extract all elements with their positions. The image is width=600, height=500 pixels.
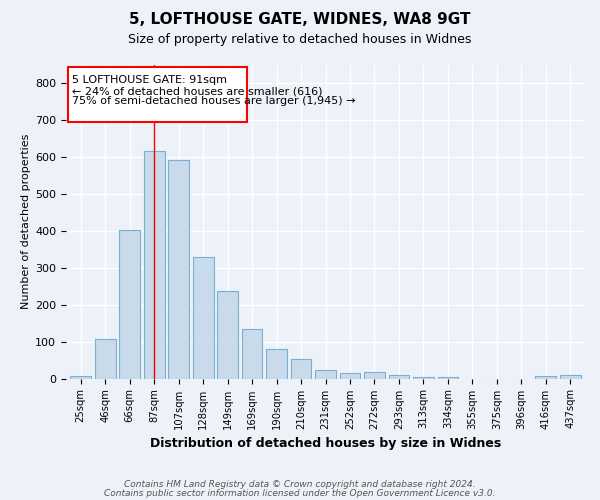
Bar — [70, 376, 91, 378]
Text: Contains HM Land Registry data © Crown copyright and database right 2024.: Contains HM Land Registry data © Crown c… — [124, 480, 476, 489]
Bar — [535, 376, 556, 378]
FancyBboxPatch shape — [68, 67, 247, 122]
X-axis label: Distribution of detached houses by size in Widnes: Distribution of detached houses by size … — [150, 437, 501, 450]
Text: Size of property relative to detached houses in Widnes: Size of property relative to detached ho… — [128, 32, 472, 46]
Y-axis label: Number of detached properties: Number of detached properties — [21, 134, 31, 310]
Bar — [290, 360, 311, 378]
Bar — [144, 152, 164, 378]
Bar — [340, 374, 361, 378]
Bar — [413, 377, 434, 378]
Bar — [217, 291, 238, 378]
Text: 5, LOFTHOUSE GATE, WIDNES, WA8 9GT: 5, LOFTHOUSE GATE, WIDNES, WA8 9GT — [129, 12, 471, 28]
Text: ← 24% of detached houses are smaller (616): ← 24% of detached houses are smaller (61… — [72, 86, 323, 96]
Bar — [266, 350, 287, 378]
Text: 5 LOFTHOUSE GATE: 91sqm: 5 LOFTHOUSE GATE: 91sqm — [72, 75, 227, 85]
Bar — [389, 375, 409, 378]
Bar — [315, 370, 336, 378]
Bar — [119, 230, 140, 378]
Bar — [168, 160, 189, 378]
Text: 75% of semi-detached houses are larger (1,945) →: 75% of semi-detached houses are larger (… — [72, 96, 356, 106]
Text: Contains public sector information licensed under the Open Government Licence v3: Contains public sector information licen… — [104, 488, 496, 498]
Bar — [560, 375, 581, 378]
Bar — [242, 329, 262, 378]
Bar — [364, 372, 385, 378]
Bar — [193, 257, 214, 378]
Bar — [95, 340, 116, 378]
